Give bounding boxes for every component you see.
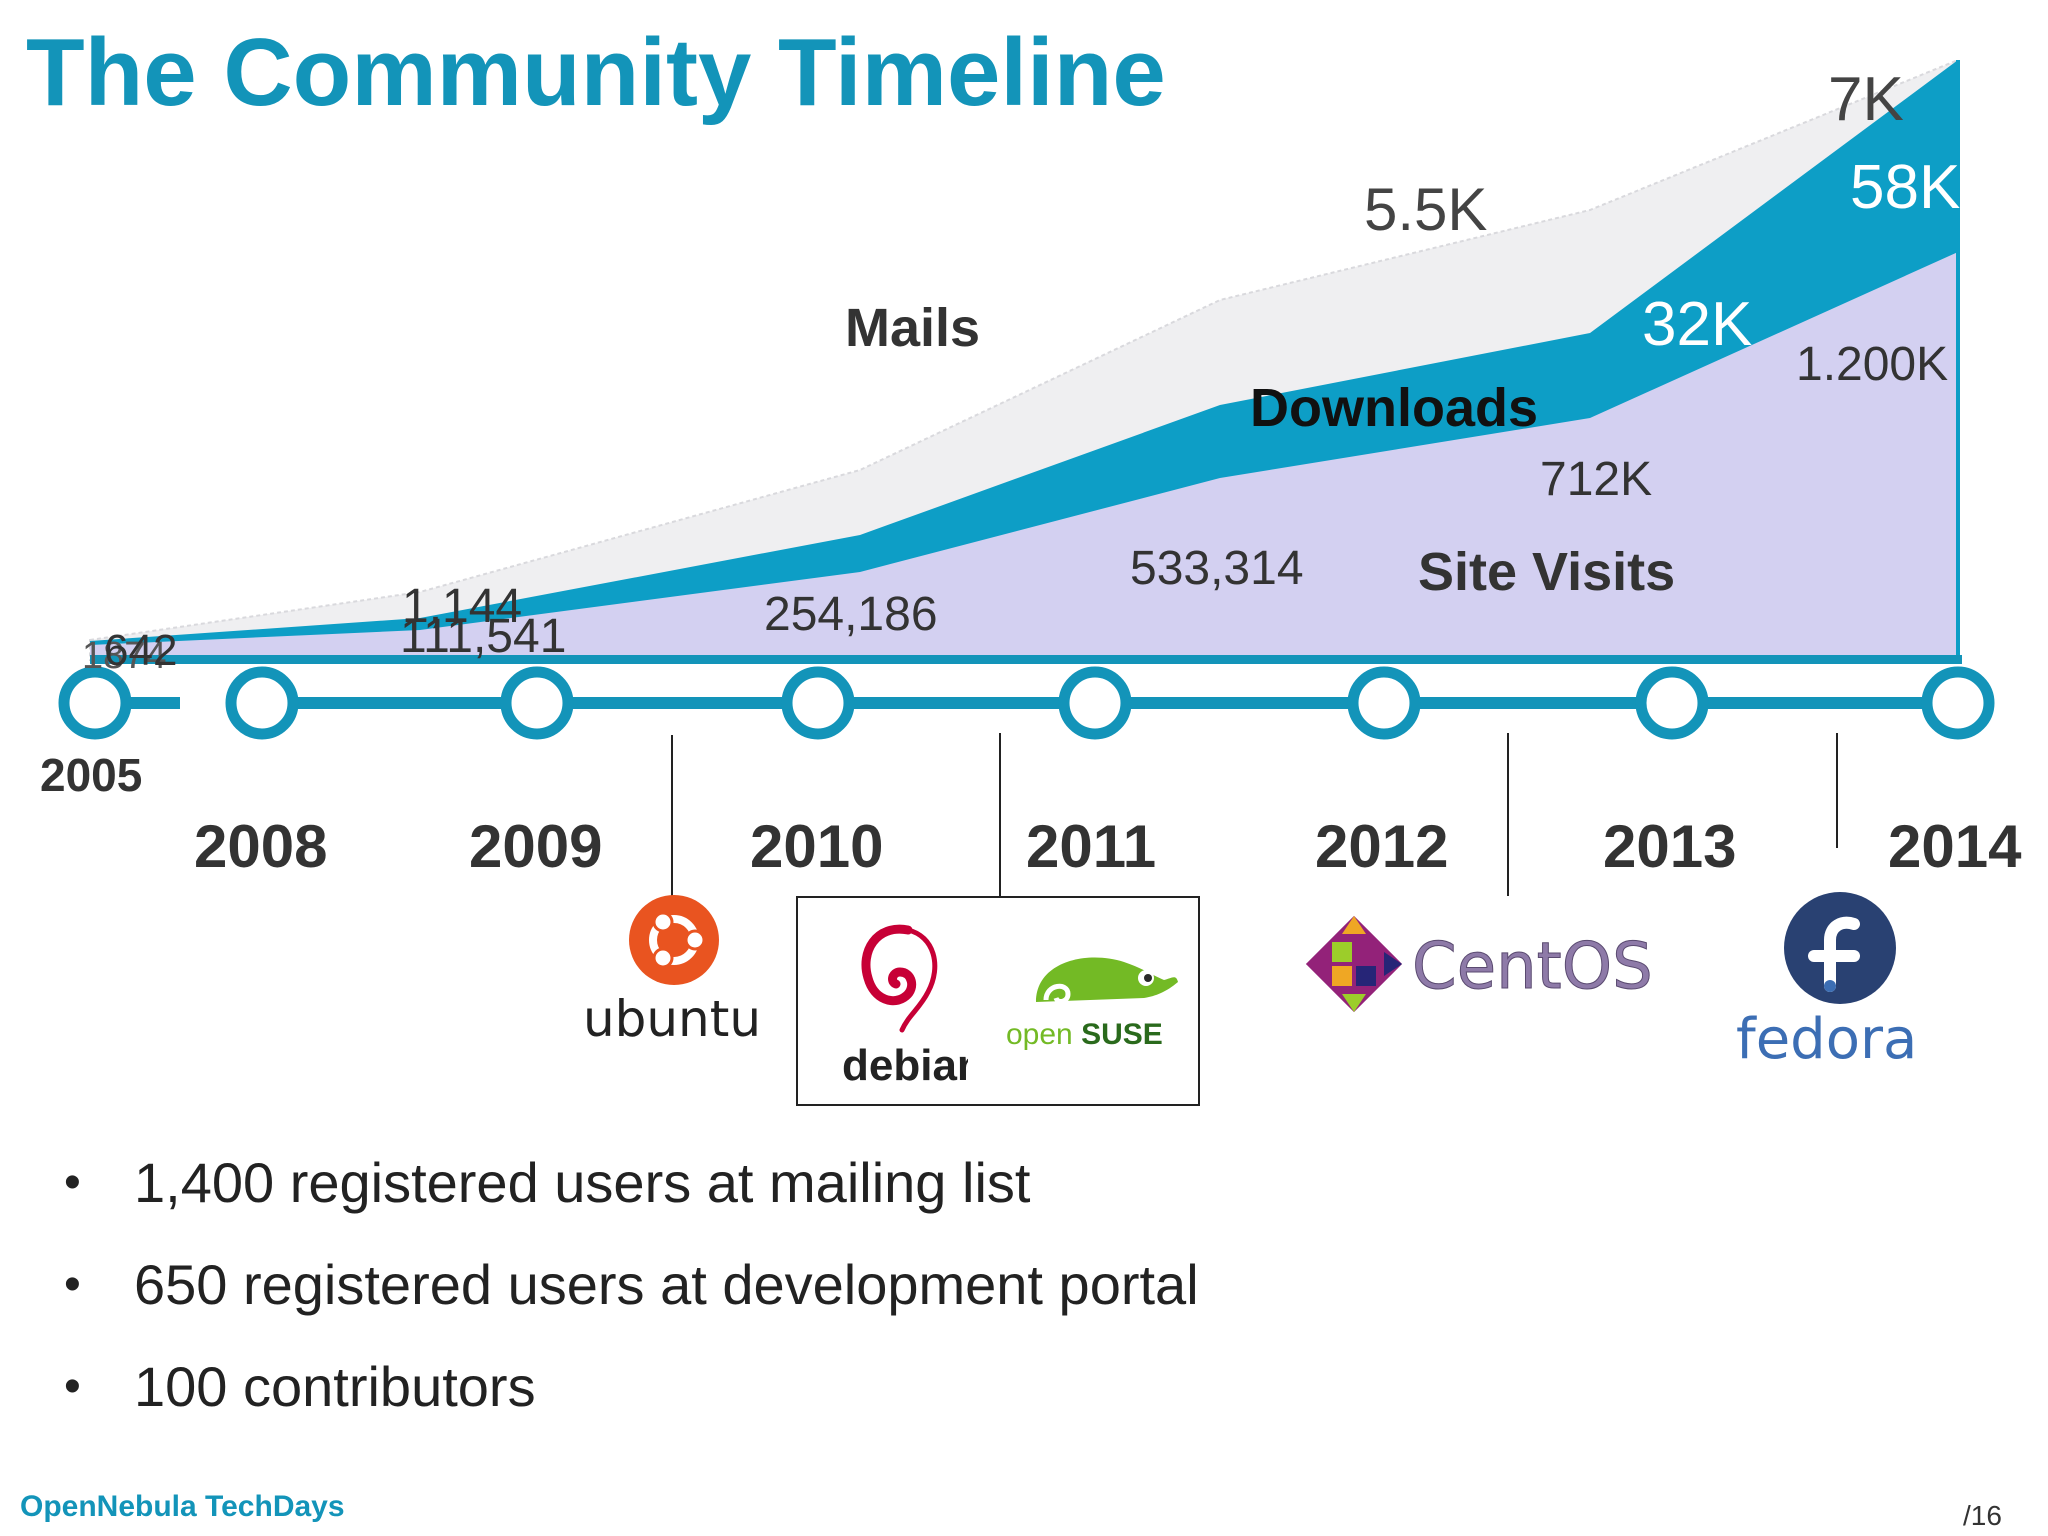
bullet-item: • 100 contributors xyxy=(64,1349,1199,1451)
timeline-node-2013 xyxy=(1635,666,1709,740)
bullet-dot: • xyxy=(64,1258,81,1311)
stats-bullet-list: • 1,400 registered users at mailing list … xyxy=(64,1145,1199,1451)
mails-label: Mails xyxy=(845,298,980,358)
timeline-nodes xyxy=(58,666,1995,740)
opensuse-logo: open SUSE xyxy=(1006,957,1178,1051)
debian-logo: debian xyxy=(842,924,968,1090)
year-label-2014: 2014 xyxy=(1888,813,2022,880)
debian-opensuse-box: debian open SUSE xyxy=(796,896,1200,1106)
chart-baseline xyxy=(90,655,1962,664)
year-label-2013: 2013 xyxy=(1603,813,1737,880)
site-visits-label: Site Visits xyxy=(1418,542,1675,602)
annotation-642: 642 xyxy=(104,626,177,675)
annotation-32k: 32K xyxy=(1642,290,1752,359)
svg-text:open SUSE: open SUSE xyxy=(1006,1018,1163,1051)
annotation-58k: 58K xyxy=(1850,153,1960,222)
centos-wordmark: CentOS xyxy=(1412,930,1653,1004)
ubuntu-wordmark: ubuntu xyxy=(583,990,761,1048)
centos-logo: CentOS xyxy=(1305,915,1653,1013)
annotation-254186: 254,186 xyxy=(764,588,938,641)
annotation-7k: 7K xyxy=(1828,65,1904,134)
opensuse-open-text: open xyxy=(1006,1018,1073,1051)
bullet-dot: • xyxy=(64,1156,81,1209)
annotation-1200k: 1.200K xyxy=(1796,338,1948,391)
year-label-2011: 2011 xyxy=(1026,813,1157,880)
fedora-wordmark: fedora xyxy=(1736,1007,1917,1072)
year-label-2010: 2010 xyxy=(750,813,884,880)
timeline-node-2012 xyxy=(1347,666,1421,740)
year-label-2009: 2009 xyxy=(469,813,603,880)
bullet-item: • 650 registered users at development por… xyxy=(64,1247,1199,1349)
annotation-1144: 1,144 xyxy=(402,580,522,633)
community-timeline-chart: Mails Downloads Site Visits 1874 642 1,1… xyxy=(58,58,1995,896)
annotation-111541: 111,541 xyxy=(400,610,566,663)
downloads-label: Downloads xyxy=(1250,378,1538,438)
bullet-text: 100 contributors xyxy=(134,1355,536,1418)
bullet-text: 650 registered users at development port… xyxy=(134,1253,1199,1316)
timeline-node-2008 xyxy=(225,666,299,740)
site-visits-area xyxy=(90,252,1958,660)
slide-title: The Community Timeline xyxy=(26,19,1166,126)
year-label-2008: 2008 xyxy=(194,813,328,880)
annotation-5-5k: 5.5K xyxy=(1364,176,1487,243)
logo-connectors xyxy=(671,733,1838,896)
bullet-item: • 1,400 registered users at mailing list xyxy=(64,1145,1199,1247)
ubuntu-logo: ubuntu xyxy=(583,895,761,1048)
debian-wordmark: debian xyxy=(842,1041,968,1090)
year-label-2005: 2005 xyxy=(40,749,143,801)
annotation-712k: 712K xyxy=(1540,453,1652,506)
page-number: /16 xyxy=(1963,1500,2002,1531)
timeline-node-2014 xyxy=(1921,666,1995,740)
timeline-node-2005 xyxy=(58,666,132,740)
year-label-2012: 2012 xyxy=(1315,813,1449,880)
timeline-node-2011 xyxy=(1058,666,1132,740)
opensuse-suse-text: SUSE xyxy=(1081,1018,1163,1051)
footer-brand: OpenNebula TechDays xyxy=(20,1490,345,1523)
timeline-node-2009 xyxy=(500,666,574,740)
annotation-533314: 533,314 xyxy=(1130,542,1304,595)
bullet-text: 1,400 registered users at mailing list xyxy=(134,1151,1031,1214)
annotation-1874: 1874 xyxy=(82,635,167,677)
timeline-node-2010 xyxy=(781,666,855,740)
bullet-dot: • xyxy=(64,1360,81,1413)
fedora-logo: fedora xyxy=(1736,892,1917,1072)
